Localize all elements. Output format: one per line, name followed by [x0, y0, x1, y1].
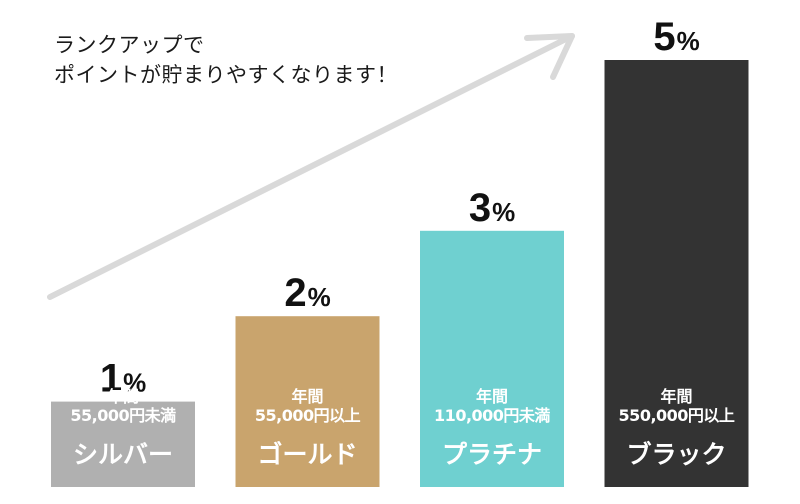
- value-label-2: 2%: [284, 271, 330, 315]
- value-label-1: 1%: [100, 357, 146, 401]
- bar-3: [420, 230, 564, 488]
- bar-4: [604, 60, 749, 487]
- trend-arrow: [47, 33, 575, 300]
- condition-line1-3: 年間: [476, 387, 508, 406]
- condition-line2-2: 55,000円以上: [255, 406, 361, 425]
- category-label-4: ブラック: [626, 440, 726, 469]
- value-label-4: 5%: [653, 15, 699, 59]
- category-label-1: シルバー: [73, 440, 173, 469]
- bar-1: [51, 401, 195, 487]
- value-unit: %: [123, 368, 146, 398]
- headline: ランクアップで ポイントが貯まりやすくなります！: [54, 30, 398, 90]
- value-label-3: 3%: [469, 186, 515, 230]
- value-number: 1: [100, 357, 122, 401]
- condition-line1-1: 年間: [107, 387, 139, 406]
- value-unit: %: [308, 282, 331, 312]
- trend-arrow-line: [47, 33, 575, 300]
- condition-line1-2: 年間: [291, 387, 323, 406]
- value-unit: %: [677, 26, 700, 56]
- category-label-3: プラチナ: [442, 440, 542, 469]
- headline-line-2: ポイントが貯まりやすくなります！: [54, 63, 398, 87]
- condition-line2-4: 550,000円以上: [619, 406, 735, 425]
- condition-line1-4: 年間: [660, 387, 692, 406]
- value-unit: %: [492, 197, 515, 227]
- condition-line2-1: 55,000円未満: [70, 406, 176, 425]
- value-number: 3: [469, 186, 491, 230]
- value-number: 5: [653, 15, 675, 59]
- condition-line2-3: 110,000円未満: [434, 406, 550, 425]
- trend-arrow-head: [524, 33, 575, 80]
- value-number: 2: [284, 271, 306, 315]
- headline-line-1: ランクアップで: [54, 33, 205, 57]
- bars-group: 1%年間55,000円未満シルバー2%年間55,000円以上ゴールド3%年間11…: [51, 15, 749, 488]
- category-label-2: ゴールド: [257, 440, 357, 469]
- bar-2: [235, 316, 380, 487]
